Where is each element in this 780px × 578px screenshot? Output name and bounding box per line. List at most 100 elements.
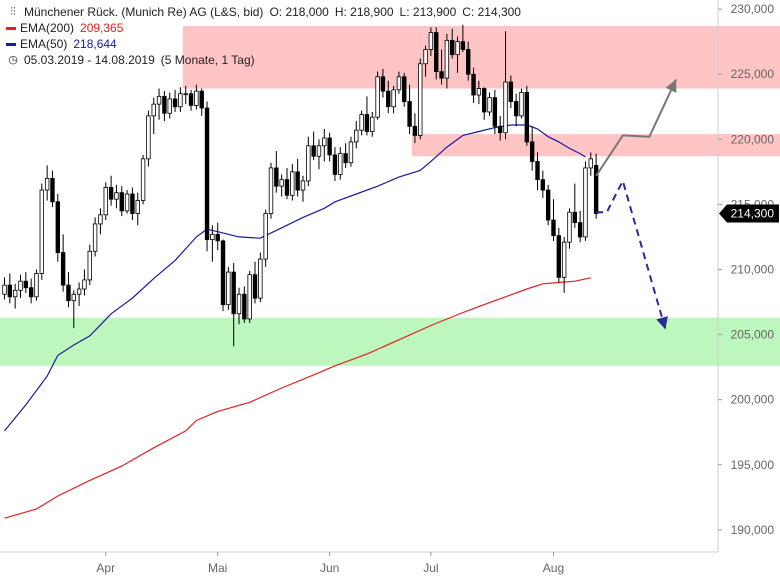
candle-body <box>23 280 29 289</box>
candle-body <box>274 167 279 187</box>
candle-body <box>44 177 50 191</box>
candle-body <box>306 145 311 182</box>
candle-body <box>332 154 338 175</box>
candle-body <box>130 193 135 214</box>
candle-body <box>503 81 508 134</box>
scenario-up-arrowhead <box>665 79 677 93</box>
candle-body <box>28 287 34 298</box>
candle-body <box>172 98 178 108</box>
candle-body <box>545 189 551 221</box>
candle-body <box>295 171 300 191</box>
period-range: 05.03.2019 - 14.08.2019 <box>24 53 155 67</box>
candle-body <box>114 192 119 200</box>
candle-body <box>311 145 316 157</box>
zone-resistance-lower <box>411 134 780 157</box>
candle-body <box>12 289 18 298</box>
last-price-label: 214,300 <box>731 207 775 221</box>
candle-body <box>396 76 402 91</box>
candle-body <box>258 258 263 299</box>
candle-body <box>82 279 87 290</box>
candle-body <box>476 88 482 96</box>
candle-body <box>450 39 455 56</box>
candle-body <box>108 187 114 200</box>
candle-body <box>76 288 82 295</box>
candle-body <box>561 241 567 278</box>
last-price-tag <box>719 204 779 223</box>
candle-body <box>572 211 578 224</box>
period-note: (5 Monate, 1 Tag) <box>160 53 255 67</box>
candle-body <box>215 233 220 242</box>
candle-body <box>290 171 295 196</box>
legend-ema50-row: EMA(50) 218,644 <box>6 36 527 52</box>
candle-body <box>199 90 204 109</box>
ohlc-low: L: 213,900 <box>399 5 457 19</box>
candle-body <box>87 250 92 281</box>
candle-body <box>577 222 583 238</box>
candle-body <box>556 235 562 278</box>
candle-body <box>236 293 242 315</box>
candle-body <box>524 92 530 143</box>
candle-body <box>98 214 103 225</box>
candle-body <box>316 145 322 157</box>
x-tick-label: Jun <box>320 561 339 575</box>
candle-body <box>423 49 428 65</box>
y-tick-label: 210,000 <box>731 262 775 276</box>
x-tick-label: Mai <box>208 561 227 575</box>
candle-body <box>348 141 354 164</box>
candle-body <box>386 90 391 108</box>
candle-body <box>247 274 252 320</box>
candle-body <box>119 192 124 212</box>
candle-body <box>151 103 156 117</box>
candle-body <box>231 271 236 315</box>
candle-body <box>135 200 140 214</box>
candle-body <box>34 272 39 298</box>
candle-body <box>220 240 226 306</box>
candle-body <box>455 41 460 56</box>
candle-body <box>162 95 167 114</box>
y-tick-label: 220,000 <box>731 132 775 146</box>
candle-body <box>375 76 380 118</box>
candle-body <box>338 153 343 175</box>
candle-body <box>444 39 450 79</box>
y-tick-label: 230,000 <box>731 2 775 16</box>
candle-body <box>39 189 45 274</box>
candle-body <box>300 180 306 191</box>
y-tick-label: 200,000 <box>731 393 775 407</box>
y-tick-label: 190,000 <box>731 523 775 537</box>
zone-support <box>0 317 780 366</box>
legend-period-row: ◷ 05.03.2019 - 14.08.2019 (5 Monate, 1 T… <box>6 52 527 68</box>
candle-body <box>540 179 546 191</box>
clock-icon: ◷ <box>8 54 18 66</box>
candle-body <box>92 223 98 252</box>
legend-title-row: ⫶⫶ Münchener Rück. (Munich Re) AG (L&S, … <box>6 4 527 20</box>
candle-body <box>434 32 439 73</box>
y-tick-label: 225,000 <box>731 67 775 81</box>
candle-body <box>529 141 535 162</box>
candle-body <box>103 187 108 216</box>
ema200-value: 209,365 <box>80 21 124 35</box>
candle-body <box>402 76 407 102</box>
candle-body <box>588 158 593 169</box>
candle-body <box>535 161 540 181</box>
candle-body <box>593 164 599 214</box>
candle-body <box>471 73 476 96</box>
candle-body <box>439 71 444 79</box>
candle-body <box>354 129 359 143</box>
ema200-label: EMA(200) <box>20 21 75 35</box>
scenario-down-arrow <box>596 178 667 330</box>
candle-body <box>140 158 146 201</box>
candle-body <box>2 284 7 295</box>
ema200-line <box>4 277 591 519</box>
ohlc-high: H: 218,900 <box>334 5 394 19</box>
candle-body <box>380 76 386 92</box>
candle-body <box>492 97 498 127</box>
ema50-value: 218,644 <box>73 37 117 51</box>
candle-body <box>481 88 487 113</box>
candle-body <box>252 274 258 299</box>
candle-body <box>71 293 76 302</box>
y-tick-label: 195,000 <box>731 458 775 472</box>
candle-body <box>263 213 268 260</box>
candle-body <box>327 137 332 156</box>
candle-body <box>364 114 370 132</box>
